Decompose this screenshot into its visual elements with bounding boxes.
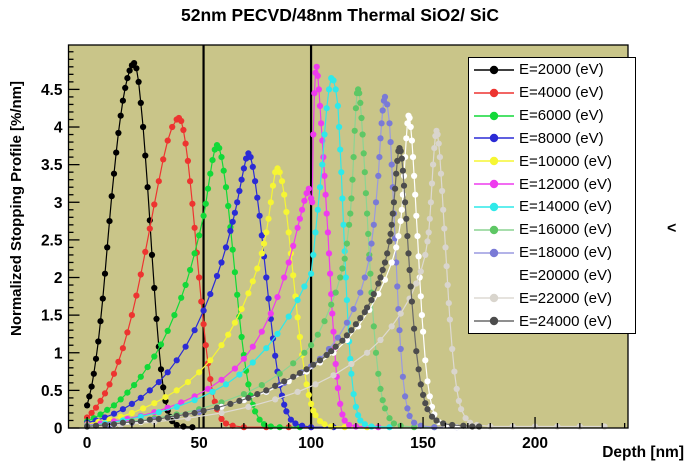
legend-item: E=14000 (eV) [469,196,635,218]
legend-item: E=2000 (eV) [469,59,635,81]
legend-marker-e6000 [474,111,514,120]
series-e4000 [84,114,315,431]
legend-item: E=10000 (eV) [469,150,635,172]
y-tick-label: 3.5 [41,157,63,174]
legend-item: E=20000 (eV) [469,264,635,286]
legend-item: E=22000 (eV) [469,287,635,309]
x-tick-label: 0 [83,435,92,452]
x-tick-label: 200 [522,435,548,452]
legend-item: E=12000 (eV) [469,173,635,195]
y-tick-label: 2.5 [41,232,63,249]
legend-item-label: E=20000 (eV) [519,266,612,284]
legend-item: E=6000 (eV) [469,105,635,127]
series-e24000 [84,145,483,430]
y-tick-label: 4 [54,120,63,137]
series-e20000 [84,112,483,431]
series-e8000 [84,150,337,431]
legend-marker-e20000 [474,271,514,280]
legend-item: E=16000 (eV) [469,219,635,241]
legend-item-label: E=6000 (eV) [519,107,604,125]
x-tick-label: 150 [410,435,436,452]
legend-marker-e16000 [474,225,514,234]
x-tick-label: 50 [190,435,207,452]
legend-item-label: E=4000 (eV) [519,84,604,102]
x-tick-label: 100 [298,435,324,452]
y-tick-label: 2 [54,270,63,287]
legend-item-label: E=24000 (eV) [519,312,612,330]
legend-marker-e14000 [474,202,514,212]
y-axis-ticks: 0 0.5 1 1.5 2 2.5 3 3.5 4 4.5 [41,51,80,438]
legend-marker-e24000 [474,316,514,326]
legend-marker-e2000 [474,65,514,75]
x-axis-title: Depth [nm] [602,444,684,461]
legend-marker-e10000 [474,157,514,166]
legend-marker-e22000 [474,294,514,303]
y-tick-label: 0.5 [41,383,63,400]
legend-item-label: E=8000 (eV) [519,129,604,147]
series-e2000 [84,60,196,431]
chart-title: 52nm PECVD/48nm Thermal SiO2/ SiC [180,5,500,25]
legend-item-label: E=10000 (eV) [519,152,612,170]
legend-marker-e8000 [474,134,514,143]
legend-marker-e4000 [474,88,514,97]
legend-item: E=4000 (eV) [469,82,635,104]
y-tick-label: 4.5 [41,82,63,99]
legend-item-label: E=16000 (eV) [519,221,612,239]
legend-item-label: E=22000 (eV) [519,289,612,307]
legend-item: E=24000 (eV) [469,310,635,332]
y-tick-label: 3 [54,195,63,212]
legend-marker-e12000 [474,179,514,189]
chevron-left-glyph[interactable]: < [667,220,677,237]
legend-item-label: E=14000 (eV) [519,198,612,216]
legend-item: E=8000 (eV) [469,127,635,149]
x-axis-ticks: 0 50 100 150 200 [83,417,626,452]
legend-item-label: E=18000 (eV) [519,244,612,262]
series-e18000 [84,93,460,431]
legend-item-label: E=2000 (eV) [519,61,604,79]
legend-item-label: E=12000 (eV) [519,175,612,193]
legend-marker-e18000 [474,248,514,257]
y-tick-label: 0 [54,421,63,438]
y-tick-label: 1 [54,345,63,362]
legend-item: E=18000 (eV) [469,242,635,264]
legend: E=2000 (eV) E=4000 (eV) E=6000 (eV) E=8000 … [468,57,636,334]
y-tick-label: 1.5 [41,308,63,325]
